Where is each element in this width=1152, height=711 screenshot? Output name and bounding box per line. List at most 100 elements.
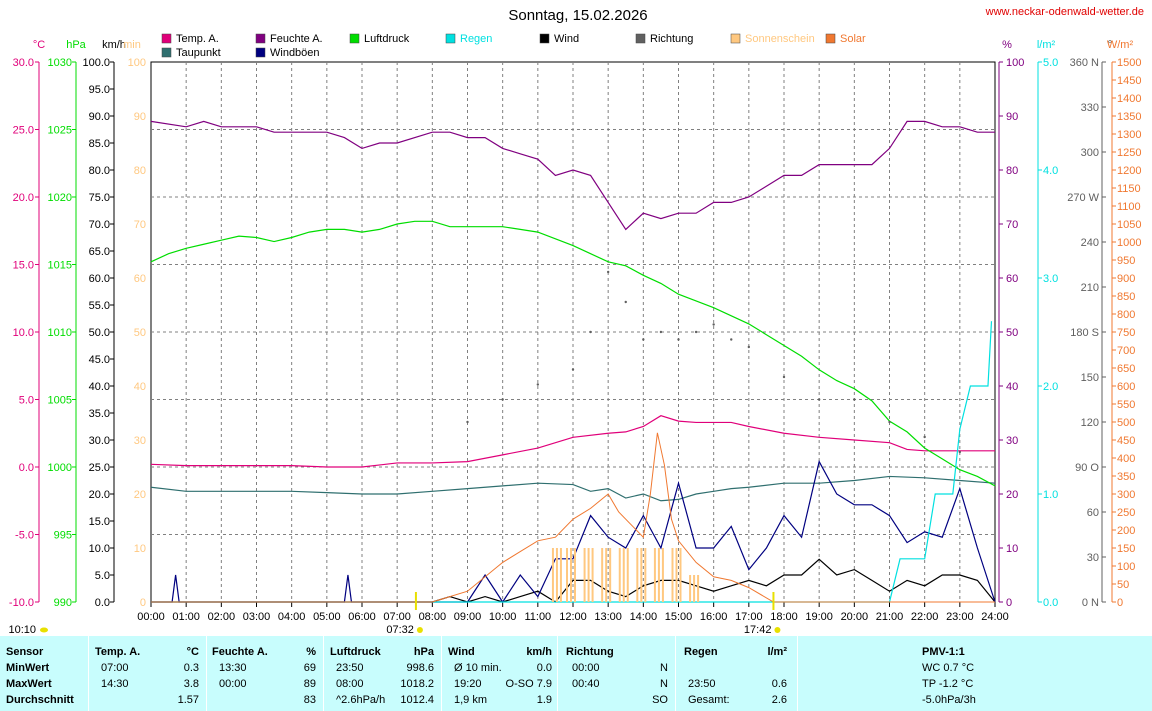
direction-point [501,398,504,401]
solar-axis-tick-label: 1000 [1117,237,1141,249]
direction-point [589,330,592,334]
stats-header-press: Luftdruck [330,646,381,658]
wind-axis-tick-label: 95.0 [89,84,110,96]
legend-swatch [445,33,456,44]
legend-swatch [255,33,266,44]
stats-rain-label: 23:50 [688,678,716,690]
legend-label: Richtung [650,33,693,45]
stats-header-hum-unit: % [306,646,316,658]
rain-axis-tick-label: 0.0 [1043,597,1058,609]
time-tick-label: 13:00 [594,611,622,623]
humidity-axis-tick-label: 90 [1006,111,1018,123]
direction-point [958,450,962,454]
legend-label: Taupunkt [176,47,221,59]
temp-axis-tick-label: 30.0 [13,57,34,69]
direction-point [888,420,891,424]
solar-axis-tick-label: 950 [1117,255,1135,267]
solar-axis-tick-label: 750 [1117,327,1135,339]
solar-axis-tick-label: 700 [1117,345,1135,357]
pressure-axis-tick-label: 1025 [48,125,72,137]
site-url: www.neckar-odenwald-wetter.de [985,6,1144,18]
sunshine-tick-label: 30 [134,435,146,447]
solar-axis-tick-label: 450 [1117,435,1135,447]
direction-point [536,383,540,386]
stats-header-hum: Feuchte A. [212,646,268,658]
stats-header-sensor: Sensor [6,646,44,658]
sunshine-tick-label: 90 [134,111,146,123]
stats-rain-value: 0.6 [771,678,787,690]
stats-header-rain: Regen [684,646,718,658]
stats-dir-value: N [660,678,668,690]
humidity-axis-unit: % [1002,39,1012,51]
sunrise-sun-icon [416,627,423,633]
stats-header-temp-unit: °C [186,646,199,658]
sunset-time: 17:42 [744,624,772,636]
stats-temp-time: 14:30 [101,678,129,690]
stats-wind-label: 19:20 [454,678,482,690]
pressure-axis-unit: hPa [66,39,86,51]
pressure-axis-tick-label: 1015 [48,260,72,272]
direction-axis-tick-label: 300 [1081,147,1099,159]
pressure-axis-tick-label: 1005 [48,395,72,407]
wind-axis-tick-label: 10.0 [89,543,110,555]
wind-axis-tick-label: 30.0 [89,435,110,447]
time-tick-label: 16:00 [700,611,728,623]
solar-axis-unit: W/m² [1107,39,1134,51]
legend-label: Solar [840,33,866,45]
stats-dir-time: 00:40 [572,678,600,690]
wind-axis-tick-label: 40.0 [89,381,110,393]
legend-label: Luftdruck [364,33,410,45]
wind-axis-tick-label: 55.0 [89,300,110,312]
direction-point [606,270,610,274]
humidity-axis-tick-label: 70 [1006,219,1018,231]
wind-axis-tick-label: 15.0 [89,516,110,528]
sunshine-series [551,548,700,602]
wind-axis-tick-label: 0.0 [95,597,110,609]
rain-axis-tick-label: 2.0 [1043,381,1058,393]
stats-temp-value: 0.3 [183,662,199,674]
direction-point [642,338,645,341]
stats-header-rain-unit: l/m² [767,646,787,658]
wind-axis-tick-label: 90.0 [89,111,110,123]
stats-header-wind: Wind [448,646,475,658]
direction-axis-tick-label: 210 [1081,282,1099,294]
time-tick-label: 06:00 [348,611,376,623]
wind-axis-tick-label: 85.0 [89,138,110,150]
sunshine-axis-unit: min [123,39,141,51]
time-tick-label: 12:00 [559,611,587,623]
direction-point [817,398,821,401]
direction-axis-tick-label: 360 N [1070,57,1099,69]
wind-axis-tick-label: 5.0 [95,570,110,582]
solar-axis-tick-label: 800 [1117,309,1135,321]
stats-header-temp: Temp. A. [95,646,141,658]
legend-swatch [825,33,836,44]
stats-row-label: MinWert [6,662,50,674]
humidity-axis-tick-label: 0 [1006,597,1012,609]
legend-swatch [635,33,646,44]
solar-axis-tick-label: 150 [1117,543,1135,555]
time-tick-label: 03:00 [243,611,271,623]
time-tick-label: 24:00 [981,611,1009,623]
wind-axis-tick-label: 45.0 [89,354,110,366]
rain-axis-tick-label: 4.0 [1043,165,1058,177]
time-tick-label: 14:00 [630,611,658,623]
wind-axis-tick-label: 60.0 [89,273,110,285]
solar-axis-tick-label: 0 [1117,597,1123,609]
sunshine-tick-label: 60 [134,273,146,285]
humidity-axis-tick-label: 10 [1006,543,1018,555]
grid [150,61,996,603]
chart-title: Sonntag, 15.02.2026 [508,7,647,24]
stats-wind-value: 0.0 [536,662,552,674]
direction-axis-tick-label: 180 S [1070,327,1099,339]
sunshine-tick-label: 50 [134,327,146,339]
rain-axis-tick-label: 3.0 [1043,273,1058,285]
stats-press-value: 1018.2 [400,678,434,690]
solar-axis-tick-label: 50 [1117,579,1129,591]
humidity-axis-tick-label: 80 [1006,165,1018,177]
stats-header-press-unit: hPa [413,646,434,658]
stats-rain-label: Gesamt: [688,694,730,706]
stats-divider [675,636,676,711]
direction-point [466,420,469,424]
stats-dir-value: SO [652,694,668,706]
stats-row-label: MaxWert [6,678,52,690]
